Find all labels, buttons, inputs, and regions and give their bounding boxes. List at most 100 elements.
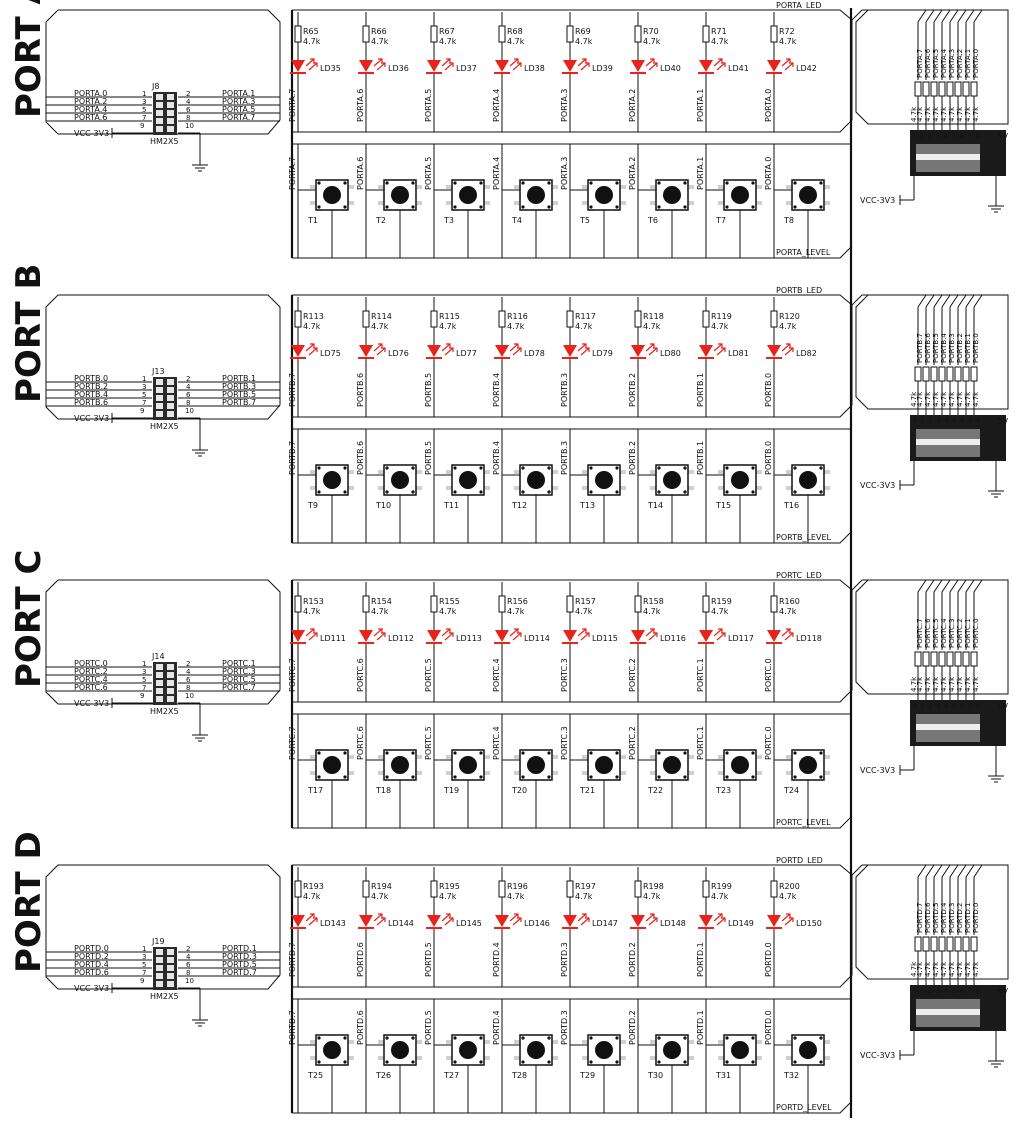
dip-bit-label: PORTB.7 bbox=[916, 333, 924, 363]
dip-bit-label: PORTA.1 bbox=[964, 49, 972, 78]
button-corner-dot bbox=[453, 775, 457, 779]
dip-number: 8 bbox=[976, 417, 980, 425]
dip-toggle bbox=[940, 439, 948, 445]
dip-number: 5 bbox=[952, 417, 956, 425]
button-corner-dot bbox=[751, 490, 755, 494]
led-emission-arrow bbox=[509, 628, 519, 637]
dip-pullup-resistor bbox=[946, 936, 954, 952]
led-emission-arrow bbox=[784, 62, 794, 71]
button-bit-label: PORTD.0 bbox=[764, 1010, 773, 1045]
header-pin bbox=[167, 981, 174, 987]
button-corner-dot bbox=[343, 1036, 347, 1040]
dip-bit-label: PORTD.4 bbox=[940, 902, 948, 933]
header-name: J19 bbox=[151, 937, 165, 946]
header-left-pin-label: PORTA.0 bbox=[74, 89, 107, 98]
button-corner-dot bbox=[589, 205, 593, 209]
dip-number: 7 bbox=[968, 132, 972, 140]
dip-supply-label: 5V bbox=[997, 417, 1008, 426]
button-corner-dot bbox=[589, 1036, 593, 1040]
dip-resistor-value: 4.7k bbox=[964, 106, 972, 122]
button-label: T6 bbox=[647, 216, 658, 225]
led-bit-label: PORTC.4 bbox=[492, 658, 501, 692]
button-bit-label: PORTB.6 bbox=[356, 441, 365, 475]
header-left-pin-label: PORTB.2 bbox=[74, 382, 108, 391]
button-corner-dot bbox=[819, 1036, 823, 1040]
dip-number: 4 bbox=[944, 132, 949, 140]
resistor-label: R159 bbox=[711, 597, 732, 606]
dip-resistor-wire bbox=[957, 294, 967, 365]
led-emission-arrow bbox=[373, 913, 383, 922]
button-corner-dot bbox=[725, 1060, 729, 1064]
led-emission-arrow bbox=[713, 913, 723, 922]
dip-resistor-value: 4.7k bbox=[964, 961, 972, 977]
button-plunger bbox=[663, 1041, 681, 1059]
header-vcc-label: VCC-3V3 bbox=[74, 129, 109, 138]
dip-toggle bbox=[924, 1009, 932, 1015]
button-corner-dot bbox=[343, 490, 347, 494]
resistor-label: R113 bbox=[303, 312, 324, 321]
header-name: J13 bbox=[151, 367, 165, 376]
dip-number: 8 bbox=[976, 987, 980, 995]
port-title: PORT B bbox=[9, 264, 49, 403]
header-name: J14 bbox=[151, 652, 165, 661]
header-right-pin-label: PORTC.5 bbox=[222, 675, 256, 684]
led-bit-label: PORTC.7 bbox=[288, 658, 297, 692]
led-bit-label: PORTD.6 bbox=[356, 942, 365, 977]
button-corner-dot bbox=[751, 1036, 755, 1040]
dip-bit-label: PORTA.7 bbox=[916, 49, 924, 78]
dip-resistor-value: 4.7k bbox=[916, 961, 924, 977]
led-bit-label: PORTA.7 bbox=[288, 89, 297, 122]
dip-number: 4 bbox=[944, 417, 949, 425]
button-plunger bbox=[595, 471, 613, 489]
dip-vcc-label: VCC-3V3 bbox=[860, 196, 895, 205]
button-plunger bbox=[595, 756, 613, 774]
button-corner-dot bbox=[615, 775, 619, 779]
led-emission-arrow bbox=[713, 628, 723, 637]
header-left-pin-label: PORTB.6 bbox=[74, 398, 108, 407]
dip-vcc-label: VCC-3V3 bbox=[860, 1051, 895, 1060]
dip-resistor-wire bbox=[933, 9, 943, 80]
button-bit-label: PORTA.2 bbox=[628, 157, 637, 190]
led-emission-arrow bbox=[645, 628, 655, 637]
ground-symbol bbox=[988, 1051, 1004, 1068]
header-pin-number: 1 bbox=[142, 660, 146, 668]
resistor-label: R160 bbox=[779, 597, 800, 606]
header-pin bbox=[156, 126, 163, 132]
header-pin bbox=[156, 672, 163, 678]
led-symbol bbox=[427, 345, 441, 357]
dip-number: 2 bbox=[928, 132, 932, 140]
button-corner-dot bbox=[479, 1060, 483, 1064]
dip-toggle bbox=[932, 439, 940, 445]
led-label: LD75 bbox=[320, 349, 341, 358]
resistor-value: 4.7k bbox=[575, 37, 593, 46]
resistor-body bbox=[294, 880, 302, 898]
led-emission-arrow bbox=[444, 347, 454, 356]
dip-resistor-value: 4.7k bbox=[924, 676, 932, 692]
header-vcc-label: VCC-3V3 bbox=[74, 414, 109, 423]
dip-pullup-resistor bbox=[970, 651, 978, 667]
button-plunger bbox=[663, 186, 681, 204]
dip-resistor-value: 4.7k bbox=[940, 106, 948, 122]
button-corner-dot bbox=[385, 775, 389, 779]
dip-bit-label: PORTD.3 bbox=[948, 903, 956, 933]
led-emission-arrow bbox=[716, 632, 726, 641]
button-corner-dot bbox=[725, 490, 729, 494]
button-label: T28 bbox=[511, 1071, 527, 1080]
header-left-pin-label: PORTB.4 bbox=[74, 390, 108, 399]
header-pin bbox=[167, 102, 174, 108]
header-pin-number: 1 bbox=[142, 375, 146, 383]
button-plunger bbox=[323, 1041, 341, 1059]
button-corner-dot bbox=[521, 466, 525, 470]
led-bit-label: PORTB.1 bbox=[696, 373, 705, 407]
header-pin bbox=[156, 973, 163, 979]
header-pin-number: 10 bbox=[185, 407, 194, 415]
button-corner-dot bbox=[385, 490, 389, 494]
button-corner-dot bbox=[683, 181, 687, 185]
dip-toggle bbox=[924, 154, 932, 160]
led-label: LD80 bbox=[660, 349, 681, 358]
dip-pullup-resistor bbox=[954, 936, 962, 952]
dip-toggle bbox=[964, 1009, 972, 1015]
button-plunger bbox=[799, 1041, 817, 1059]
led-bus-label: PORTD_LED bbox=[776, 856, 823, 865]
dip-pullup-resistor bbox=[962, 651, 970, 667]
